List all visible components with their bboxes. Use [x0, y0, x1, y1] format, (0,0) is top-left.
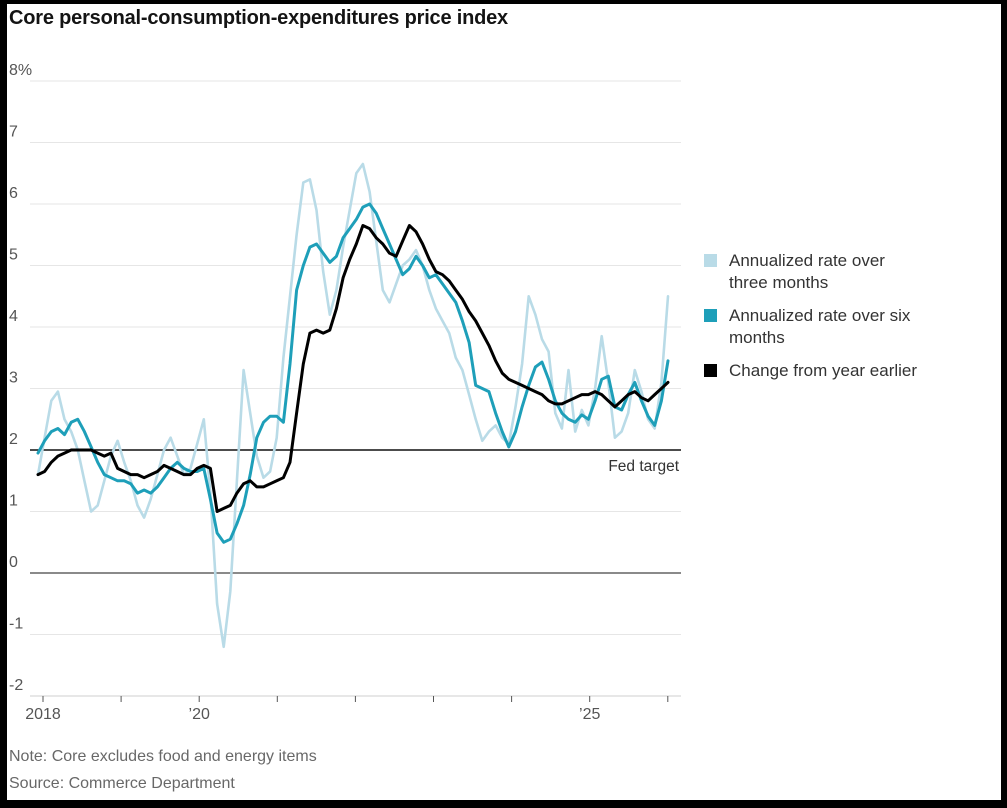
year-earlier-swatch-icon — [704, 364, 717, 377]
legend-item-six-month: Annualized rate over six months — [704, 305, 994, 349]
y-axis-tick-label: 8% — [9, 62, 32, 79]
y-axis-tick-label: 7 — [9, 124, 18, 141]
legend-item-year-earlier: Change from year earlier — [704, 360, 994, 382]
y-axis-tick-label: 3 — [9, 370, 18, 387]
y-axis-tick-label: -2 — [9, 677, 23, 694]
legend-item-three-month: Annualized rate over three months — [704, 250, 994, 294]
legend-label: Change from year earlier — [729, 361, 918, 380]
chart-legend: Annualized rate over three months Annual… — [704, 250, 994, 393]
year-earlier-line — [36, 224, 670, 513]
x-axis-year-label: ’25 — [579, 706, 600, 723]
y-axis-tick-label: 0 — [9, 554, 18, 571]
legend-label: three months — [729, 273, 829, 292]
legend-label: months — [729, 328, 785, 347]
y-axis-tick-label: 1 — [9, 493, 18, 510]
y-axis-tick-label: 6 — [9, 185, 18, 202]
y-axis-tick-label: 4 — [9, 308, 18, 325]
legend-label: Annualized rate over six — [729, 306, 911, 325]
x-axis-year-label: 2018 — [25, 706, 61, 723]
y-axis-tick-label: -1 — [9, 616, 23, 633]
y-axis-tick-label: 5 — [9, 247, 18, 264]
x-axis-year-label: ’20 — [189, 706, 210, 723]
six-month-line — [36, 202, 670, 544]
chart-background — [7, 4, 1001, 800]
legend-label: Annualized rate over — [729, 251, 885, 270]
three-month-line — [36, 162, 670, 649]
chart-title: Core personal-consumption-expenditures p… — [9, 7, 508, 29]
six-month-swatch-icon — [704, 309, 717, 322]
y-axis-tick-label: 2 — [9, 431, 18, 448]
three-month-swatch-icon — [704, 254, 717, 267]
chart-source: Source: Commerce Department — [9, 775, 235, 792]
chart-note: Note: Core excludes food and energy item… — [9, 748, 317, 765]
fed-target-label: Fed target — [608, 458, 679, 475]
